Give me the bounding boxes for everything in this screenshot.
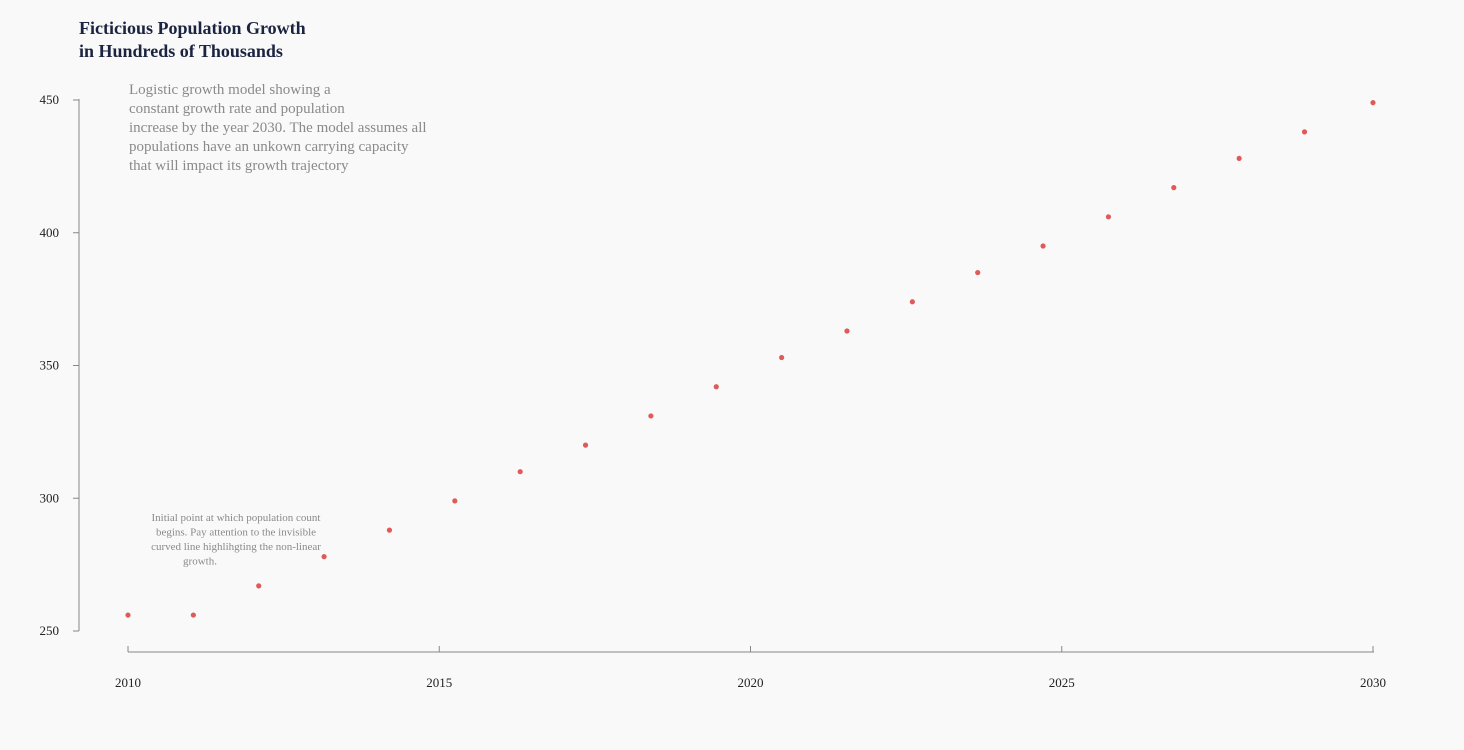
x-axis-ticks: 2010 2015 2020 2025 2030 [115, 646, 1386, 690]
description-line: Logistic growth model showing a [129, 82, 331, 98]
data-point [1370, 100, 1376, 106]
x-tick-label: 2010 [115, 675, 141, 690]
chart-title: Ficticious Population Growth in Hundreds … [79, 18, 306, 61]
data-point [452, 498, 458, 504]
y-tick-label: 250 [40, 623, 60, 638]
data-point [582, 442, 589, 448]
annotation-line: begins. Pay attention to the invisible [156, 527, 316, 539]
description-line: populations have an unkown carrying capa… [129, 139, 409, 155]
chart-title-line: in Hundreds of Thousands [79, 41, 283, 61]
data-point [190, 612, 196, 618]
y-tick-label: 450 [40, 92, 60, 107]
x-tick-label: 2015 [426, 675, 452, 690]
y-tick-label: 400 [40, 225, 60, 240]
annotation-line: Initial point at which population count [152, 512, 321, 524]
data-point [648, 413, 654, 419]
description-line: increase by the year 2030. The model ass… [129, 120, 427, 136]
data-point [256, 583, 262, 589]
data-point [321, 554, 327, 560]
data-points [125, 100, 1376, 618]
chart-description: Logistic growth model showing a constant … [129, 82, 427, 174]
y-axis-ticks: 250 300 350 400 450 [40, 92, 79, 638]
data-point [909, 299, 915, 305]
annotation-line: growth. [183, 556, 217, 568]
annotation-line: curved line highlihgting the non-linear [151, 541, 321, 553]
data-point [386, 527, 393, 533]
y-tick-label: 350 [40, 358, 60, 373]
data-point [844, 328, 850, 334]
initial-point-annotation: Initial point at which population count b… [151, 512, 321, 568]
data-point [975, 269, 981, 276]
data-point [1301, 129, 1308, 135]
data-point [1040, 243, 1046, 249]
data-point [1171, 185, 1177, 191]
y-tick-label: 300 [40, 490, 60, 505]
data-point [1105, 214, 1112, 220]
data-point [125, 612, 131, 618]
data-point [517, 469, 523, 475]
description-line: that will impact its growth trajectory [129, 158, 349, 174]
data-point [713, 384, 719, 390]
description-line: constant growth rate and population [129, 101, 345, 117]
data-point [779, 354, 785, 361]
x-tick-label: 2020 [738, 675, 764, 690]
x-tick-label: 2030 [1360, 675, 1386, 690]
data-point [1236, 155, 1242, 162]
chart-title-line: Ficticious Population Growth [79, 18, 306, 38]
x-tick-label: 2025 [1049, 675, 1075, 690]
